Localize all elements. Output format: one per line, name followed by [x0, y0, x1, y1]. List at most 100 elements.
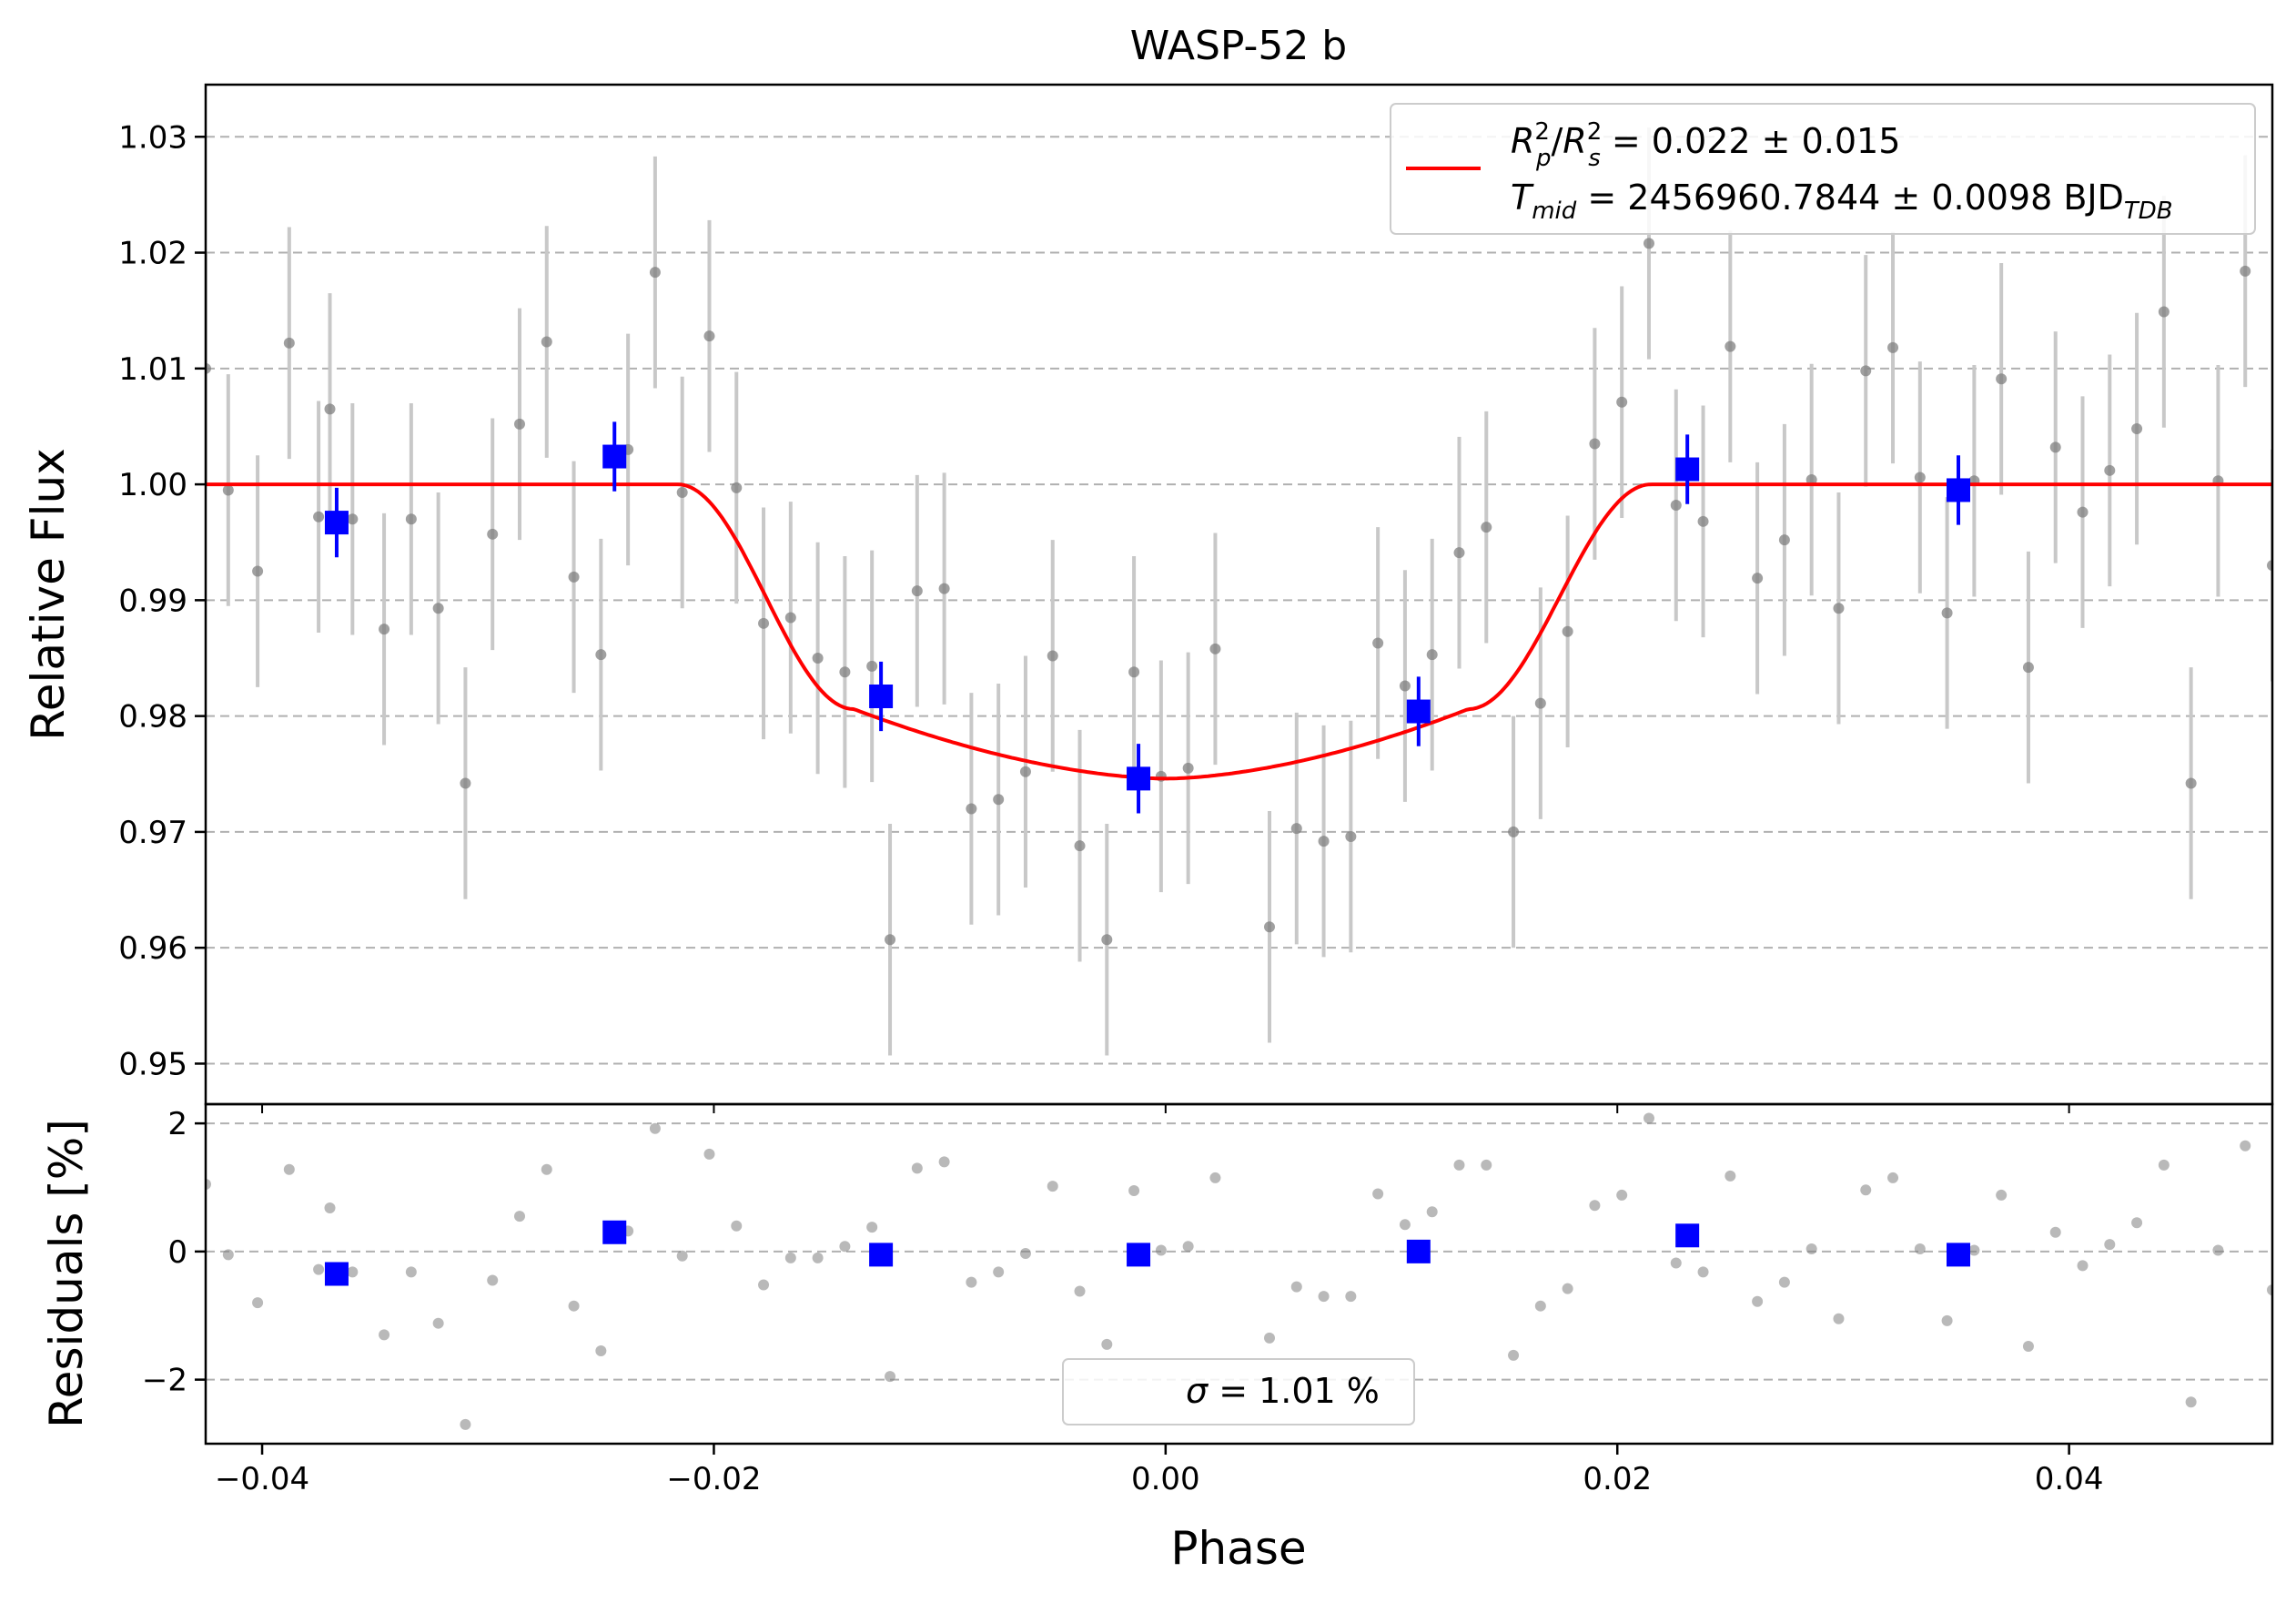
raw-flux-point — [324, 403, 336, 415]
residual-y-tick-label: 2 — [167, 1106, 187, 1142]
raw-flux-point — [2131, 423, 2143, 434]
raw-residual-point — [885, 1371, 896, 1383]
raw-residual-point — [1643, 1112, 1654, 1124]
raw-flux-point — [1914, 472, 1926, 483]
raw-flux-point — [784, 612, 796, 624]
raw-flux-point — [1616, 396, 1628, 408]
binned-flux-point — [324, 511, 349, 535]
flux-y-tick-label: 0.95 — [118, 1046, 187, 1082]
raw-flux-point — [283, 337, 295, 349]
raw-residual-point — [911, 1162, 923, 1174]
raw-residual-point — [1670, 1257, 1682, 1269]
raw-residual-point — [1534, 1300, 1546, 1312]
raw-residual-point — [2267, 1284, 2272, 1296]
raw-residual-point — [487, 1274, 499, 1286]
binned-flux-point — [869, 685, 894, 708]
raw-flux-point — [379, 624, 390, 635]
raw-residual-point — [1318, 1291, 1330, 1303]
raw-residual-points — [206, 1112, 2272, 1430]
raw-flux-point — [1562, 625, 1573, 637]
raw-flux-point — [1019, 766, 1031, 777]
raw-residual-point — [2240, 1140, 2251, 1152]
raw-residual-point — [2212, 1244, 2224, 1256]
flux-y-tick-label: 0.96 — [118, 930, 187, 967]
raw-flux-point — [1426, 649, 1438, 661]
raw-flux-point — [1182, 762, 1194, 774]
raw-flux-point — [432, 603, 444, 614]
light-curve-axes — [204, 83, 2274, 1106]
raw-flux-point — [1318, 836, 1330, 847]
phase-x-tick-label: −0.02 — [666, 1461, 761, 1497]
raw-residual-point — [758, 1279, 770, 1291]
phase-x-tick-label: 0.02 — [1583, 1461, 1652, 1497]
raw-residual-point — [1047, 1181, 1058, 1192]
binned-flux-point — [1406, 699, 1431, 724]
binned-residual-point — [1947, 1243, 1971, 1267]
binned-flux-points — [324, 421, 1971, 814]
raw-residual-point — [2158, 1159, 2170, 1171]
raw-flux-point — [1996, 373, 2008, 385]
x-axis-label: Phase — [1170, 1522, 1306, 1575]
raw-flux-point — [2022, 662, 2034, 674]
raw-residual-point — [1887, 1172, 1899, 1183]
raw-flux-point — [1752, 573, 1764, 584]
transit-model — [206, 482, 2272, 781]
raw-residual-point — [379, 1329, 390, 1341]
binned-flux-point — [1127, 766, 1151, 791]
raw-residual-point — [1074, 1285, 1086, 1297]
raw-flux-point — [1670, 500, 1682, 511]
binned-residual-point — [1675, 1223, 1700, 1248]
raw-residual-point — [1019, 1247, 1031, 1259]
raw-residual-point — [1968, 1244, 1980, 1256]
raw-flux-points — [206, 127, 2272, 1056]
flux-y-tick-label: 0.99 — [118, 583, 187, 619]
raw-flux-point — [1345, 831, 1357, 842]
raw-residual-point — [1914, 1243, 1926, 1255]
raw-flux-point — [966, 803, 977, 815]
raw-flux-point — [866, 660, 878, 672]
raw-residual-point — [1182, 1241, 1194, 1253]
raw-residual-point — [222, 1249, 234, 1261]
top-grid — [206, 136, 2272, 1065]
raw-residual-point — [1589, 1200, 1601, 1212]
raw-residual-point — [252, 1297, 264, 1309]
raw-flux-point — [222, 484, 234, 496]
y-axis-label-residuals: Residuals [%] — [40, 1119, 93, 1428]
raw-flux-point — [1534, 697, 1546, 709]
raw-flux-point — [1941, 607, 1953, 619]
raw-residual-point — [1453, 1159, 1465, 1171]
raw-flux-point — [1209, 643, 1221, 654]
raw-flux-point — [911, 585, 923, 597]
raw-residual-point — [1805, 1243, 1817, 1255]
phase-x-ticks: −0.04 −0.02 0.00 0.02 0.04 — [215, 1104, 2103, 1497]
raw-flux-point — [839, 666, 851, 678]
raw-residual-point — [432, 1317, 444, 1329]
raw-flux-point — [1101, 934, 1113, 946]
raw-residual-point — [703, 1148, 715, 1160]
model-legend-depth: R2 p/R2 s = 0.022 ± 0.015 — [1511, 118, 1900, 172]
raw-flux-point — [885, 934, 896, 946]
sigma-legend-frame — [1062, 1358, 1415, 1425]
flux-y-tick-label: 1.01 — [118, 351, 187, 388]
raw-flux-point — [1860, 365, 1872, 377]
raw-residual-point — [1345, 1291, 1357, 1303]
raw-flux-point — [649, 267, 661, 279]
raw-residual-point — [1399, 1219, 1411, 1231]
raw-residual-point — [938, 1156, 950, 1168]
raw-residual-point — [1562, 1283, 1573, 1294]
sigma-legend: σ = 1.01 % — [1062, 1358, 1415, 1425]
raw-residual-point — [283, 1163, 295, 1175]
flux-y-tick-label: 1.02 — [118, 236, 187, 272]
raw-flux-point — [1047, 650, 1058, 662]
y-axis-label-flux: Relative Flux — [22, 448, 75, 740]
raw-residual-point — [649, 1122, 661, 1134]
raw-flux-point — [676, 487, 688, 498]
raw-flux-point — [1805, 474, 1817, 485]
raw-residual-point — [595, 1344, 607, 1356]
phase-x-tick-label: 0.00 — [1131, 1461, 1200, 1497]
raw-flux-point — [1643, 238, 1654, 249]
binned-residual-point — [602, 1220, 627, 1244]
model-legend-frame — [1390, 103, 2256, 235]
binned-residual-point — [869, 1243, 894, 1267]
flux-y-tick-label: 1.03 — [118, 119, 187, 156]
